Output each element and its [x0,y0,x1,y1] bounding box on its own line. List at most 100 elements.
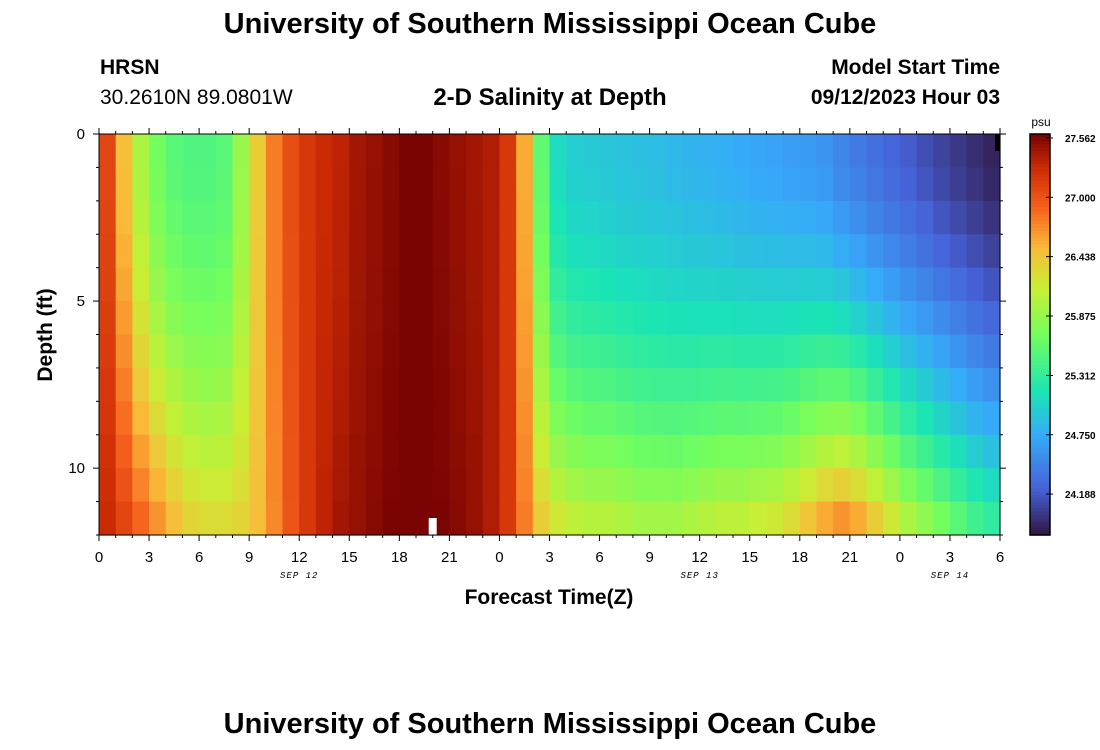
heatmap-cell [299,334,317,369]
colorbar-unit: psu [1031,115,1050,129]
heatmap-cell [182,468,200,503]
heatmap-cell [399,301,417,336]
heatmap-cell [716,234,734,269]
heatmap-cell [566,200,584,235]
heatmap-cell [616,200,634,235]
heatmap-cell [182,301,200,336]
heatmap-cell [816,267,834,302]
heatmap-cell [449,200,467,235]
heatmap-cell [165,234,184,269]
heatmap-cell [799,167,818,202]
heatmap-cell [916,234,934,269]
heatmap-cell [766,167,784,202]
heatmap-cell [432,334,450,369]
colorbar-segment [1030,461,1050,466]
colorbar-segment [1030,190,1050,195]
colorbar-segment [1030,244,1050,249]
heatmap-cell [182,134,200,169]
heatmap-cell [232,468,250,503]
heatmap-cell [532,367,551,402]
heatmap-cell [249,267,267,302]
heatmap-cell [232,434,250,469]
heatmap-cell [532,267,551,302]
heatmap-cell [599,234,617,269]
heatmap-cell [365,200,384,235]
x-tick-label: 6 [996,549,1004,566]
heatmap-cell [899,334,918,369]
heatmap-cell [816,134,834,169]
heatmap-cell [849,267,868,302]
colorbar-segment [1030,314,1050,319]
colorbar-segment [1030,224,1050,229]
y-tick-label: 10 [68,460,85,477]
heatmap-cell [783,134,801,169]
heatmap-cell [516,234,534,269]
colorbar-segment [1030,144,1050,148]
colorbar-segment [1030,528,1050,533]
colorbar-segment [1030,204,1050,209]
colorbar-segment [1030,134,1050,138]
heatmap-cell [783,167,801,202]
heatmap-cell [382,334,400,369]
heatmap-cell [265,167,284,202]
heatmap-cell [632,468,651,503]
heatmap-cell [215,501,234,536]
heatmap-cell [949,367,968,402]
heatmap-cell [182,167,200,202]
heatmap-cell [132,367,150,402]
date-label: SEP 13 [680,571,718,581]
heatmap-cell [682,267,701,302]
heatmap-cell [215,367,234,402]
heatmap-cell [599,267,617,302]
colorbar-tick-label: 24.750 [1065,431,1096,442]
heatmap-cell [983,468,1001,503]
heatmap-cell [749,334,768,369]
colorbar-segment [1030,387,1050,392]
heatmap-cell [299,501,317,536]
heatmap-cell [416,267,434,302]
heatmap-cell [799,468,818,503]
heatmap-cell [399,267,417,302]
heatmap-cell [349,367,367,402]
heatmap-cell [883,434,901,469]
heatmap-cell [933,468,951,503]
colorbar-segment [1030,344,1050,349]
heatmap-cell [499,334,517,369]
heatmap-cell [766,134,784,169]
heatmap-cell [249,167,267,202]
heatmap-cell [849,134,868,169]
heatmap-cell [365,234,384,269]
heatmap-cell [215,401,234,436]
heatmap-cell [532,468,551,503]
heatmap-cell [332,200,350,235]
heatmap-cell [516,501,534,536]
heatmap-cell [899,367,918,402]
heatmap-cell [365,167,384,202]
heatmap-cell [232,267,250,302]
colorbar-segment [1030,458,1050,463]
x-tick-label: 18 [391,549,408,566]
heatmap-cell [399,367,417,402]
heatmap-cell [883,167,901,202]
heatmap-cell [833,334,851,369]
heatmap-cell [382,200,400,235]
heatmap-cell [566,134,584,169]
heatmap-cell [933,434,951,469]
heatmap-cell [649,301,667,336]
heatmap-cell [566,367,584,402]
heatmap-cell [699,468,717,503]
heatmap-cell [482,334,501,369]
heatmap-cell [399,334,417,369]
heatmap-cell [99,401,117,436]
heatmap-cell [416,334,434,369]
heatmap-cell [783,468,801,503]
heatmap-cell [616,267,634,302]
heatmap-cell [482,401,501,436]
heatmap-cell [549,267,567,302]
heatmap-cell [382,434,400,469]
colorbar-segment [1030,207,1050,212]
x-tick-label: 6 [195,549,203,566]
colorbar-segment [1030,321,1050,326]
heatmap-cell [866,468,884,503]
heatmap-cell [582,134,601,169]
